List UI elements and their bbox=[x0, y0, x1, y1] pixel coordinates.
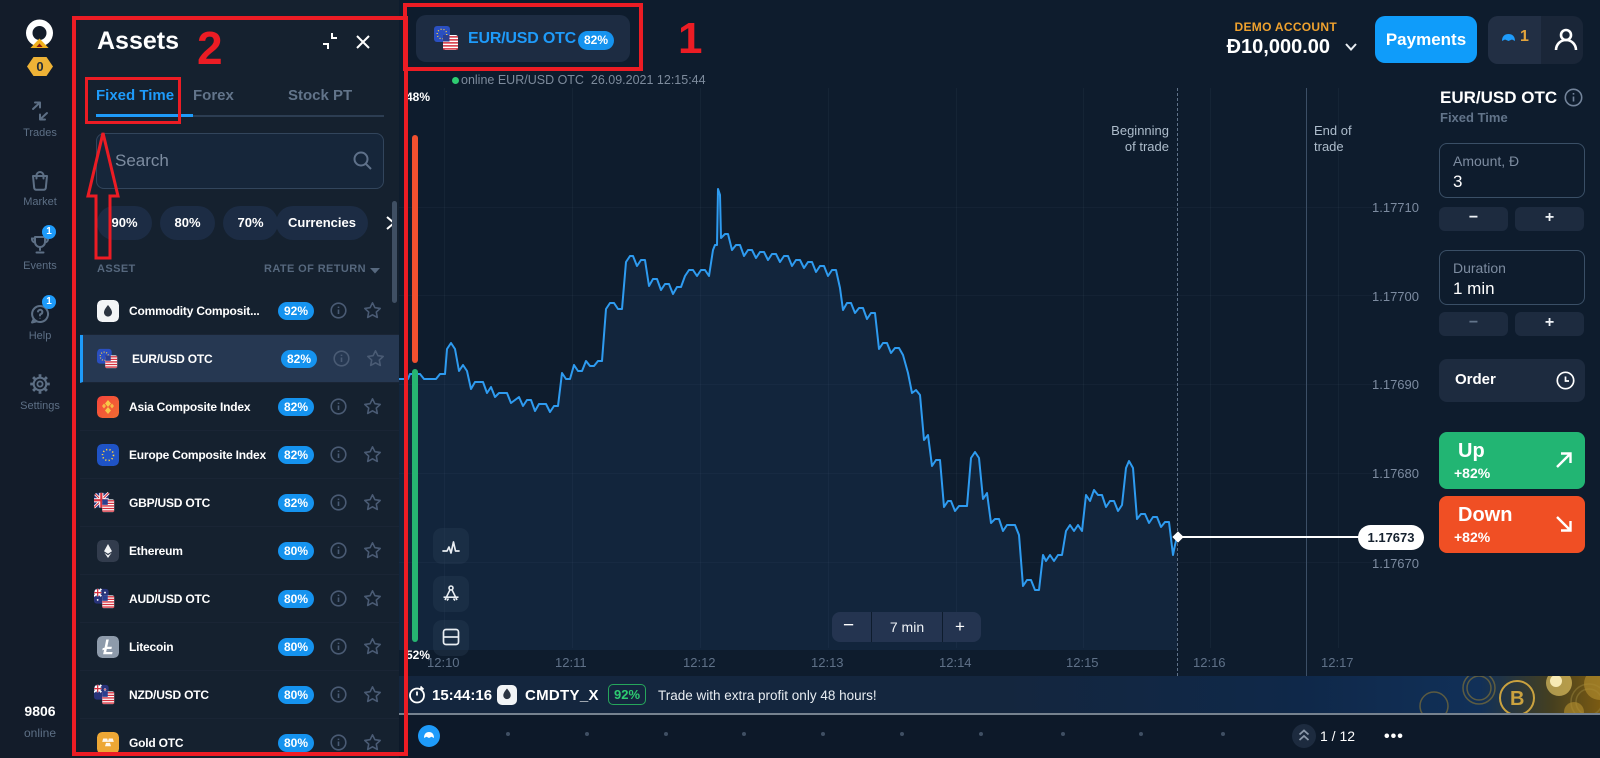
svg-text:B: B bbox=[1510, 688, 1524, 710]
